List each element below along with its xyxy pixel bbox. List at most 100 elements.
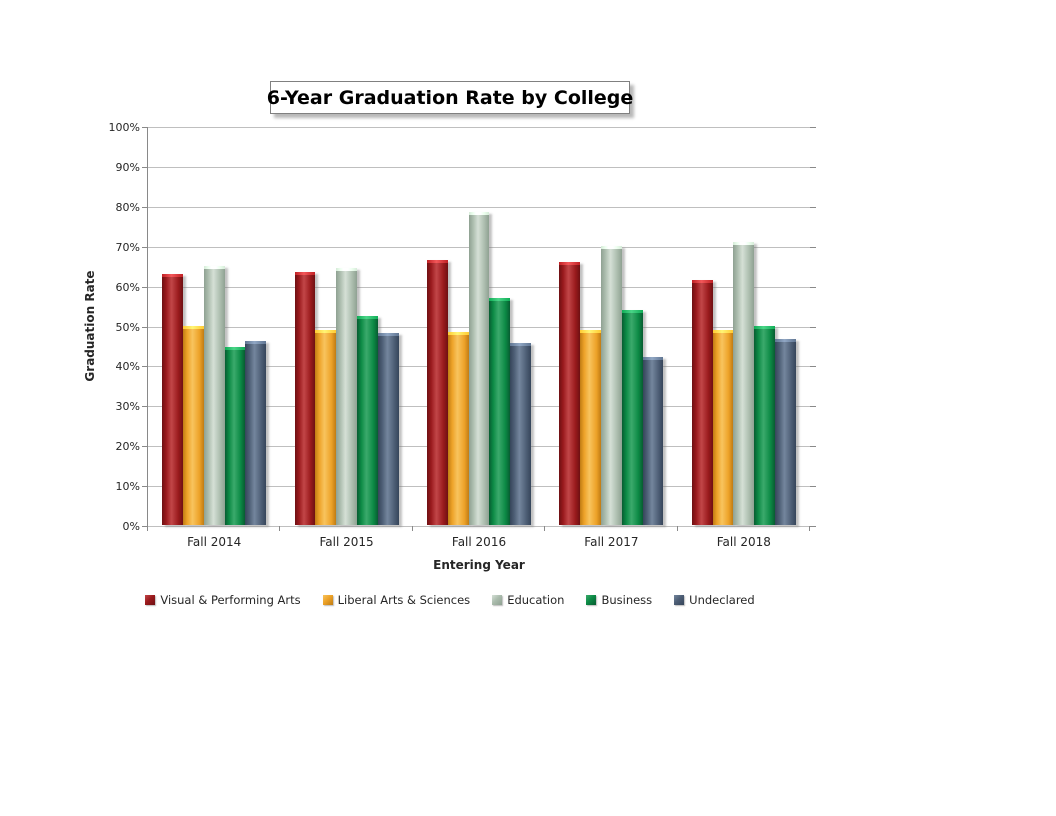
bar-top-bevel [162,273,183,277]
bar-education-fall-2017 [601,245,622,525]
y-axis-tick-left [142,326,148,328]
y-axis-tick-right [810,206,816,208]
bar-top-bevel [775,339,796,343]
y-axis-tick-right [810,486,816,488]
y-tick-label: 0% [122,520,140,533]
bar-top-bevel [245,341,267,345]
bar-liberal-arts-sciences-fall-2014 [183,325,204,525]
bar-top-bevel [357,315,378,319]
legend-item-undeclared: Undeclared [674,593,755,607]
y-axis-tick-right [810,166,816,168]
bar-top-bevel [377,333,399,337]
x-axis-tick [147,526,148,531]
bar-top-bevel [642,357,664,361]
bar-top-bevel [601,245,622,249]
bar-undeclared-fall-2017 [642,357,664,525]
y-tick-label: 70% [115,240,140,254]
bar-education-fall-2018 [733,241,755,525]
bar-education-fall-2016 [468,211,490,525]
y-tick-label: 90% [115,160,140,174]
y-tick-label: 60% [115,280,140,294]
y-axis-tick-left [142,166,148,168]
y-axis-title: Graduation Rate [83,270,97,382]
bar-business-fall-2018 [754,325,775,525]
legend-label: Liberal Arts & Sciences [337,593,471,607]
y-axis-tick-right [810,246,816,248]
bar-top-bevel [468,211,490,215]
y-tick-label: 40% [115,360,140,374]
legend-swatch-icon [586,595,597,605]
gridline [148,526,810,527]
legend-item-education: Education [492,593,564,607]
bar-undeclared-fall-2018 [775,339,796,525]
bar-business-fall-2017 [621,309,643,525]
legend-item-business: Business [586,593,652,607]
bar-top-bevel [224,347,246,351]
bar-top-bevel [294,271,316,275]
legend-swatch-icon [145,595,156,605]
bar-liberal-arts-sciences-fall-2016 [447,331,469,525]
bar-top-bevel [559,261,581,265]
category-label: Fall 2018 [716,535,771,549]
bar-top-bevel [754,325,775,329]
x-axis-tick [676,526,678,531]
y-tick-label: 30% [115,400,140,414]
y-axis-tick-left [142,206,148,208]
bar-top-bevel [489,297,511,301]
chart-title: 6-Year Graduation Rate by College [266,86,634,109]
bar-undeclared-fall-2016 [510,343,531,525]
category-label: Fall 2016 [451,535,507,549]
bar-top-bevel [315,329,337,333]
y-axis-tick-right [810,127,816,128]
bar-business-fall-2016 [489,297,511,525]
legend: Visual & Performing Arts Liberal Arts & S… [80,593,820,607]
y-axis-tick-right [810,406,816,408]
bar-liberal-arts-sciences-fall-2018 [712,329,734,525]
x-axis-title: Entering Year [433,558,525,572]
gridline [148,166,810,168]
legend-swatch-icon [322,595,333,605]
y-axis-tick-right [810,366,816,368]
x-axis-tick [279,526,281,531]
chart-title-box: 6-Year Graduation Rate by College [267,81,633,114]
bar-visual-performing-arts-fall-2017 [559,261,581,525]
category-label: Fall 2017 [584,535,639,549]
gridline [148,206,810,208]
category-label: Fall 2015 [319,535,374,549]
bar-visual-performing-arts-fall-2018 [691,279,713,525]
bar-visual-performing-arts-fall-2014 [162,273,183,525]
legend-item-liberal-arts-sciences: Liberal Arts & Sciences [322,593,471,607]
bar-visual-performing-arts-fall-2015 [294,271,316,525]
y-axis-tick-right [810,526,816,527]
y-axis-tick-right [810,326,816,328]
legend-swatch-icon [674,595,685,605]
x-axis-tick [809,526,810,531]
y-tick-label: 100% [108,121,140,134]
bar-visual-performing-arts-fall-2016 [427,259,448,525]
bar-top-bevel [447,331,469,335]
bar-undeclared-fall-2014 [245,341,267,525]
legend-label: Business [601,593,653,607]
y-axis-tick-left [142,366,148,368]
y-tick-label: 50% [115,320,140,334]
bar-top-bevel [621,309,643,313]
bar-education-fall-2014 [203,265,225,525]
legend-label: Visual & Performing Arts [160,593,301,607]
y-tick-label: 20% [115,440,140,454]
y-tick-label: 10% [115,480,140,494]
bar-top-bevel [336,267,357,271]
bar-business-fall-2014 [224,347,246,525]
y-axis-tick-right [810,446,816,448]
y-axis-tick-left [142,406,148,408]
bar-top-bevel [510,343,531,347]
bar-top-bevel [733,241,755,245]
y-axis-tick-left [142,486,148,488]
bar-liberal-arts-sciences-fall-2015 [315,329,337,525]
gridline [148,127,810,128]
bar-top-bevel [183,325,204,329]
plot-area: 0% 10% 20% 30% 40% 50% 60% 70% 80% 90% 100% Fall 2… [109,121,816,549]
y-axis-tick-left [142,526,148,527]
bar-top-bevel [580,329,601,333]
legend-label: Education [507,593,565,607]
